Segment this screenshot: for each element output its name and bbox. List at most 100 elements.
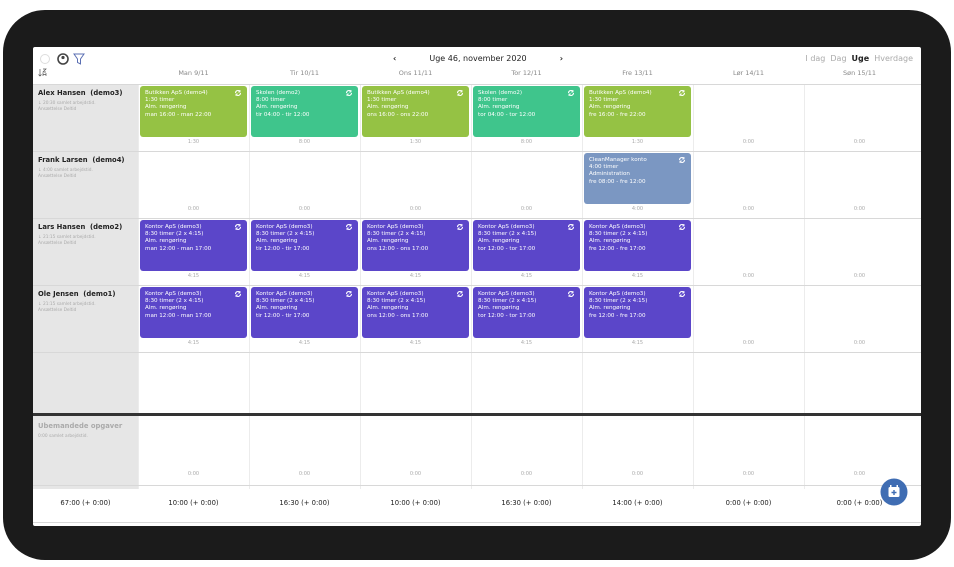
day-header: Søn 15/11 [842,69,877,77]
view-option[interactable]: Uge [851,54,870,63]
shift-card[interactable]: Kontor ApS (demo3) 8:30 timer (2 x 4:15) A… [473,287,580,338]
shift-line: 8:30 timer (2 x 4:15) [589,231,648,238]
repeat-icon [346,90,352,96]
employee-contract: Ansættelse Deltid [38,241,77,246]
status-icon [40,54,50,64]
row-line [33,151,921,152]
header-line [33,84,921,85]
shift-line: Alm. rengøring [589,238,631,245]
cell-hours: 4:15 [298,340,311,346]
cell-hours: 4:15 [631,340,644,346]
shift-line: Alm. rengøring [145,238,187,245]
cell-hours: 0:00 [853,206,866,212]
shift-card[interactable]: Kontor ApS (demo3) 8:30 timer (2 x 4:15) A… [140,287,247,338]
shift-line: 8:30 timer (2 x 4:15) [145,231,204,238]
cell-hours: 4:15 [520,273,533,279]
view-switch: I dag Dag Uge Hverdage [800,52,913,66]
shift-line: Kontor ApS (demo3) [367,291,424,297]
column-line [582,84,583,489]
shift-card[interactable]: Kontor ApS (demo3) 8:30 timer (2 x 4:15) A… [584,287,691,338]
shift-card[interactable]: Butikken ApS (demo4) 1:30 timer Alm. rengø… [362,86,469,137]
shift-line: tor 04:00 - tor 12:00 [478,111,536,118]
view-option[interactable]: Dag [830,54,847,63]
cell-hours: 4:15 [631,273,644,279]
repeat-icon [679,157,685,163]
shift-line: 1:30 timer [589,97,619,104]
employee-summary: ↓ 21:15 samlet arbejdstid. [38,235,96,240]
cell-hours: 1:30 [409,139,422,145]
cell-hours: 4:15 [187,340,200,346]
employee-name: Alex Hansen (demo3) [38,89,123,97]
week-label: Uge 46, november 2020 [429,54,527,63]
shift-card[interactable]: Kontor ApS (demo3) 8:30 timer (2 x 4:15) A… [473,220,580,271]
shift-line: Kontor ApS (demo3) [256,224,313,230]
shift-line: tor 12:00 - tor 17:00 [478,312,536,319]
shift-card[interactable]: Skolen (demo2) 8:00 timer Alm. rengøring ti… [251,86,358,137]
sort-icon[interactable] [38,68,47,77]
cell-hours: 0:00 [187,471,200,477]
cell-hours: 4:15 [409,340,422,346]
shift-line: Alm. rengøring [367,305,409,312]
shift-line: fre 12:00 - fre 17:00 [589,312,646,319]
total: 10:00 (+ 0:00) [390,499,441,507]
shift-line: Butikken ApS (demo4) [367,90,430,96]
unmanned-title: Ubemandede opgaver [38,422,123,430]
shift-card[interactable]: Kontor ApS (demo3) 8:30 timer (2 x 4:15) A… [362,287,469,338]
repeat-icon [679,90,685,96]
cell-hours: 4:15 [520,340,533,346]
day-header: Fre 13/11 [622,69,653,77]
unmanned-summary: 0:00 samlet arbejdstid. [38,434,88,439]
shift-card[interactable]: Kontor ApS (demo3) 8:30 timer (2 x 4:15) A… [584,220,691,271]
shift-card[interactable]: CleanManager konto 4:00 timer Administrati… [584,153,691,204]
view-option[interactable]: I dag [805,54,826,63]
cell-hours: 0:00 [187,206,200,212]
repeat-icon [679,224,685,230]
column-line [471,84,472,489]
repeat-icon [235,291,241,297]
day-header: Tor 12/11 [511,69,542,77]
day-header: Man 9/11 [178,69,209,77]
employee-name: Ole Jensen (demo1) [38,290,116,298]
user-icon[interactable] [57,53,69,65]
shift-card[interactable]: Butikken ApS (demo4) 1:30 timer Alm. rengø… [584,86,691,137]
cell-hours: 0:00 [631,471,644,477]
cell-hours: 4:15 [187,273,200,279]
shift-card[interactable]: Butikken ApS (demo4) 1:30 timer Alm. rengø… [140,86,247,137]
cell-hours: 0:00 [520,471,533,477]
next-week[interactable]: › [559,54,563,63]
shift-line: man 12:00 - man 17:00 [145,312,212,319]
shift-line: Skolen (demo2) [256,90,301,96]
shift-card[interactable]: Kontor ApS (demo3) 8:30 timer (2 x 4:15) A… [251,287,358,338]
grid: Man 9/11 Tir 10/11 Ons 11/11 Tor 12/11 Fre 1… [33,47,921,526]
shift-line: 8:30 timer (2 x 4:15) [478,298,537,305]
shift-card[interactable]: Kontor ApS (demo3) 8:30 timer (2 x 4:15) A… [362,220,469,271]
repeat-icon [568,90,574,96]
shift-line: Butikken ApS (demo4) [145,90,208,96]
cell-hours: 4:00 [631,206,644,212]
shift-line: Alm. rengøring [478,238,520,245]
prev-week[interactable]: ‹ [393,54,397,63]
shift-line: 8:30 timer (2 x 4:15) [367,298,426,305]
scheduler: ‹ Uge 46, november 2020 › I dag Dag Uge Hve… [33,47,921,526]
shift-line: 1:30 timer [367,97,397,104]
shift-card[interactable]: Kontor ApS (demo3) 8:30 timer (2 x 4:15) A… [251,220,358,271]
shift-line: fre 12:00 - fre 17:00 [589,245,646,252]
row-line [33,218,921,219]
employee-name: Lars Hansen (demo2) [38,223,123,231]
shift-line: Kontor ApS (demo3) [589,291,646,297]
shift-card[interactable]: Kontor ApS (demo3) 8:30 timer (2 x 4:15) A… [140,220,247,271]
column-line [693,84,694,489]
filter-icon[interactable] [73,53,85,65]
shift-card[interactable]: Skolen (demo2) 8:00 timer Alm. rengøring to… [473,86,580,137]
add-button[interactable] [879,477,909,507]
employee-summary: ↓ 21:15 samlet arbejdstid. [38,302,96,307]
shift-line: 8:30 timer (2 x 4:15) [145,298,204,305]
shift-line: CleanManager konto [589,157,647,163]
shift-line: Kontor ApS (demo3) [478,291,535,297]
shift-line: 8:00 timer [478,97,508,104]
view-option[interactable]: Hverdage [874,54,913,63]
totals-line [33,485,921,486]
shift-line: 8:30 timer (2 x 4:15) [256,231,315,238]
day-header: Lør 14/11 [732,69,765,77]
shift-line: Kontor ApS (demo3) [367,224,424,230]
